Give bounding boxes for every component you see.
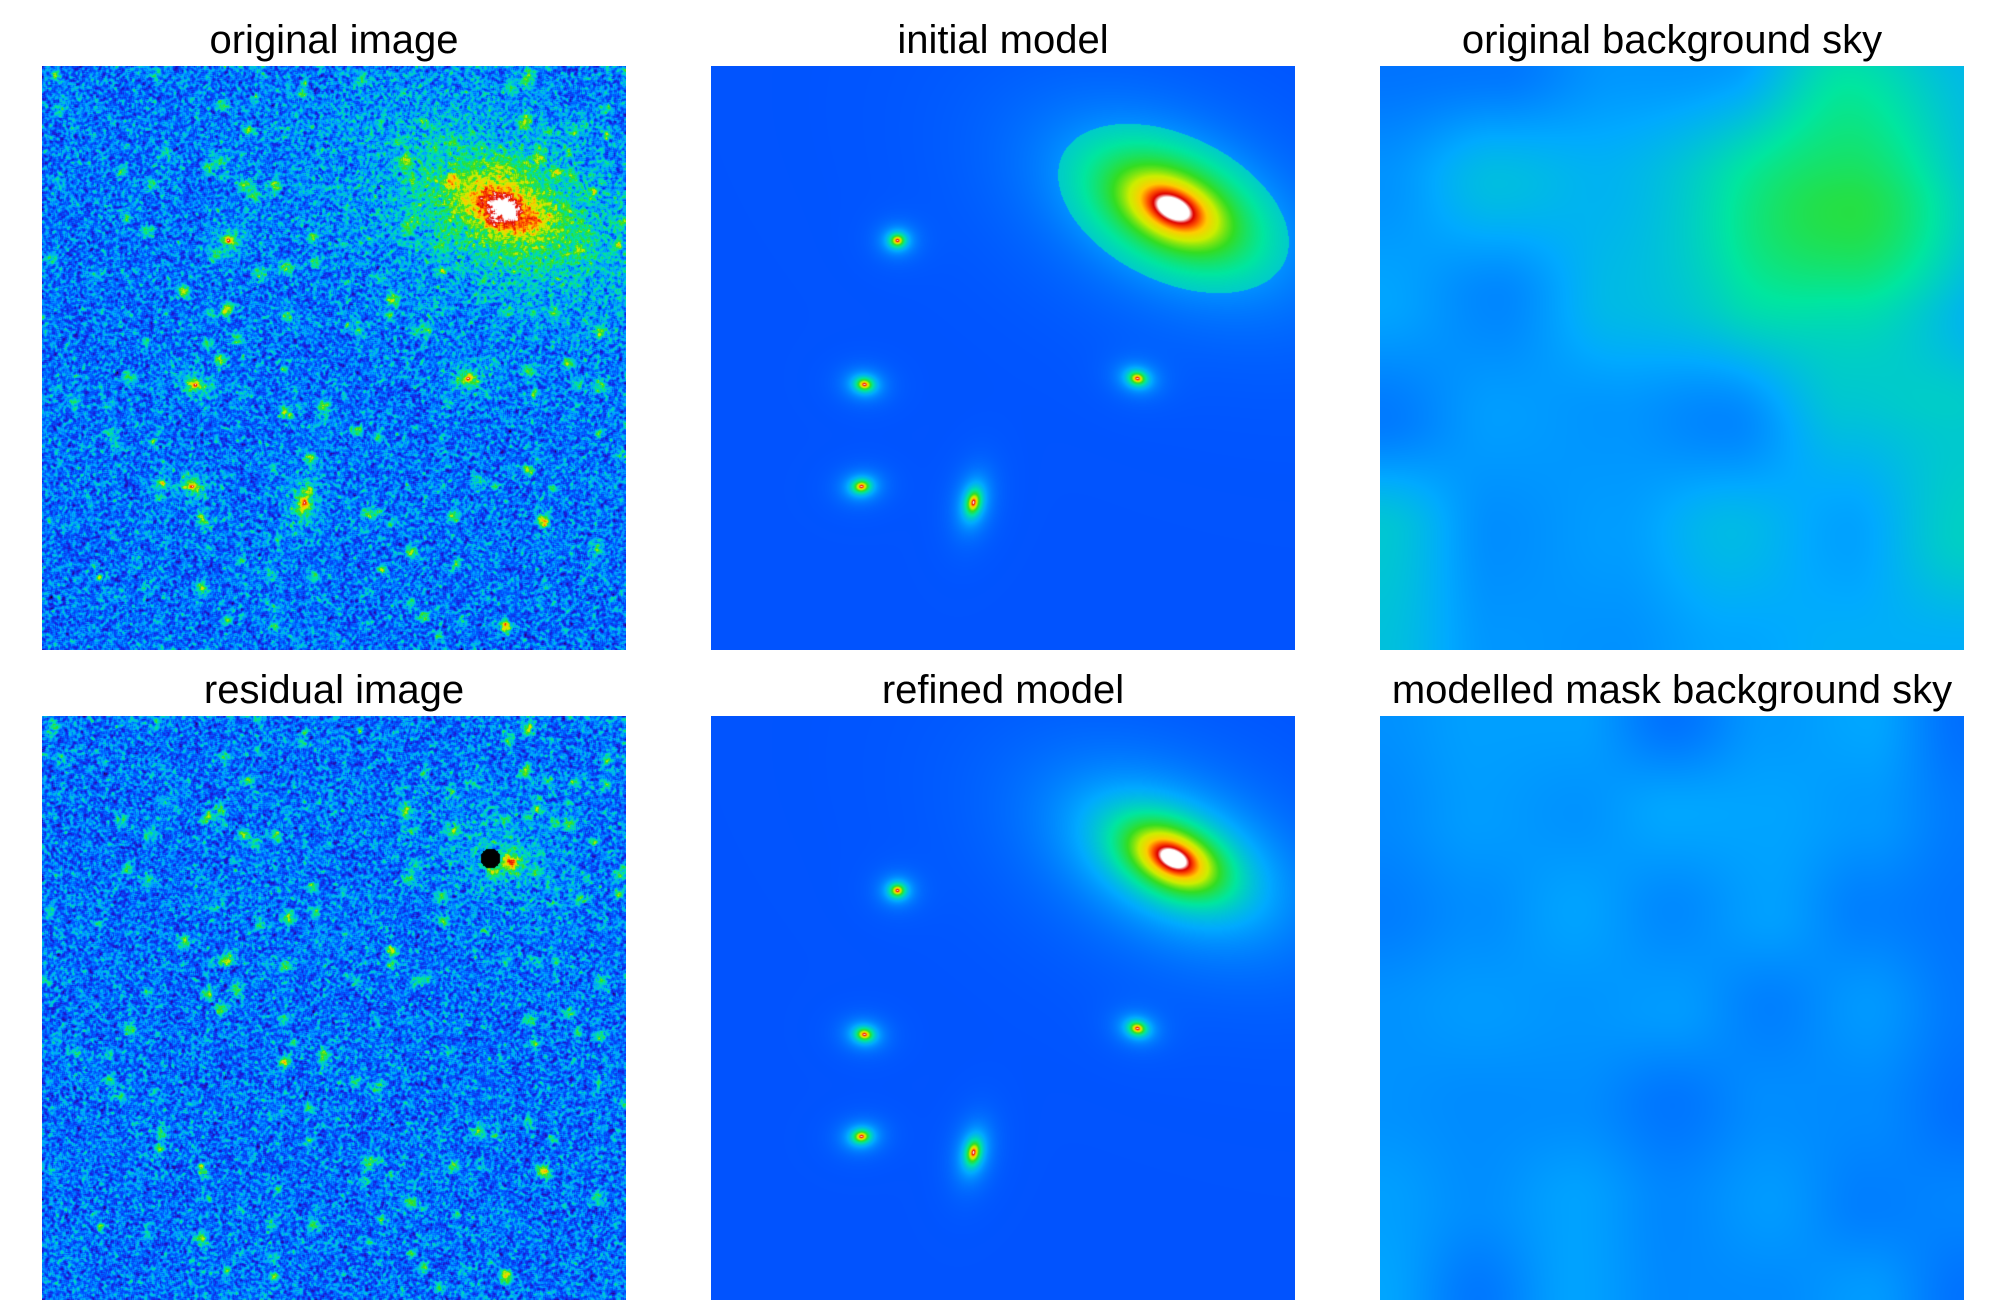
residual-image-panel — [42, 716, 626, 1300]
panel-title-refined-model: refined model — [711, 666, 1295, 714]
modelled-mask-background-sky-panel — [1380, 716, 1964, 1300]
original-image-panel — [42, 66, 626, 650]
panel-title-original-image: original image — [42, 16, 626, 64]
original-background-sky-panel — [1380, 66, 1964, 650]
initial-model-panel — [711, 66, 1295, 650]
refined-model-panel — [711, 716, 1295, 1300]
panel-title-residual-image: residual image — [42, 666, 626, 714]
panel-title-original-background-sky: original background sky — [1380, 16, 1964, 64]
panel-title-modelled-mask-background-sky: modelled mask background sky — [1380, 666, 1964, 714]
panel-title-initial-model: initial model — [711, 16, 1295, 64]
